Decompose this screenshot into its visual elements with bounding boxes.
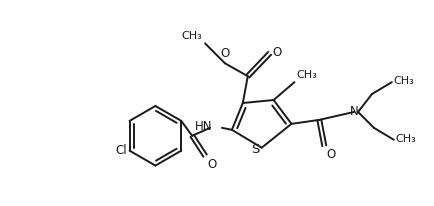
Text: HN: HN [194, 120, 212, 133]
Text: CH₃: CH₃ [181, 32, 202, 41]
Text: CH₃: CH₃ [394, 76, 414, 86]
Text: O: O [207, 158, 216, 171]
Text: S: S [252, 143, 260, 156]
Text: O: O [326, 148, 335, 161]
Text: Cl: Cl [115, 144, 127, 157]
Text: CH₃: CH₃ [296, 70, 317, 80]
Text: O: O [273, 46, 282, 59]
Text: O: O [220, 47, 230, 60]
Text: CH₃: CH₃ [396, 134, 417, 144]
Text: N: N [350, 105, 358, 118]
